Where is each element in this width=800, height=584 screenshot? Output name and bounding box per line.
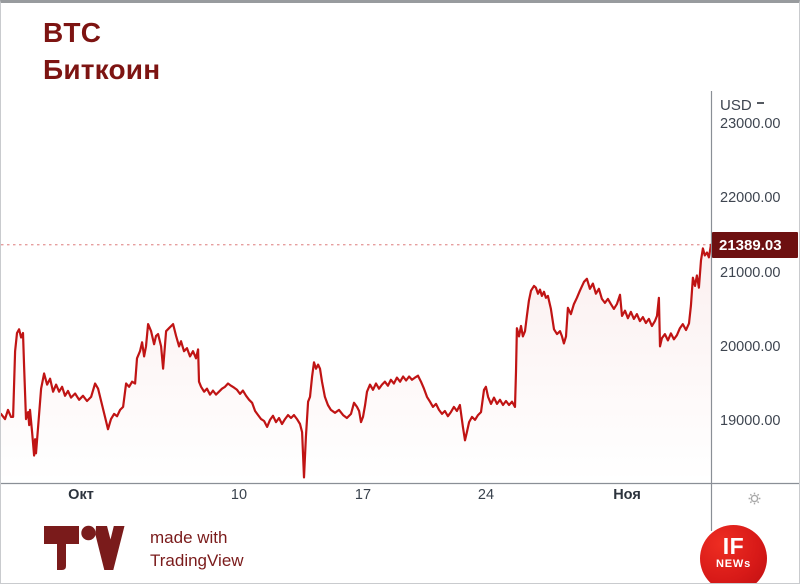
x-axis: Окт 10 17 24 Ноя [1, 487, 799, 507]
credit-line-1: made with [150, 528, 228, 547]
price-chart-canvas[interactable] [1, 3, 800, 584]
ifnews-logo-text: IF [722, 533, 745, 559]
settings-gear-icon[interactable] [748, 492, 761, 505]
tradingview-logo-icon [44, 525, 125, 570]
credit-text: made with TradingView [150, 527, 244, 572]
symbol-title: BTC [43, 17, 102, 48]
ifnews-logo-subtext: NEWs [716, 558, 751, 570]
tradingview-credit[interactable]: made with TradingView [42, 525, 244, 572]
credit-line-2: TradingView [150, 550, 244, 570]
x-axis-tick-label: 24 [477, 487, 495, 503]
x-axis-tick-label: Ноя [613, 487, 641, 503]
page-title: BTC Биткоин [43, 14, 160, 88]
symbol-subtitle: Биткоин [43, 54, 161, 85]
x-axis-tick-label: Окт [68, 487, 94, 503]
ifnews-logo[interactable]: IF NEWs [700, 525, 767, 583]
x-axis-tick-label: 17 [354, 487, 372, 503]
price-area-fill [1, 244, 711, 483]
x-axis-tick-label: 10 [230, 487, 248, 503]
price-line [1, 243, 713, 479]
